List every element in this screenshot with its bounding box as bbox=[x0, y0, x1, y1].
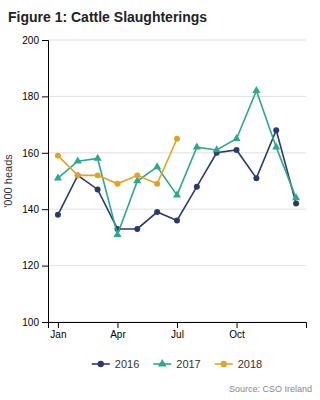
x-axis: Jan Apr Jul Oct bbox=[49, 322, 307, 340]
y-tick-label: 120 bbox=[22, 260, 39, 271]
series-group bbox=[54, 86, 300, 237]
y-tick-mark bbox=[42, 322, 48, 323]
grid-line bbox=[48, 96, 306, 97]
series-marker bbox=[173, 190, 181, 197]
y-axis-line bbox=[42, 41, 49, 323]
y-tick-mark bbox=[42, 153, 48, 154]
x-tick: Apr bbox=[110, 322, 126, 340]
series-marker bbox=[233, 134, 241, 141]
y-tick-mark bbox=[42, 266, 48, 267]
legend-label: 2018 bbox=[238, 358, 262, 370]
series-marker bbox=[193, 143, 201, 150]
legend-label: 2016 bbox=[115, 358, 139, 370]
grid-line bbox=[48, 265, 306, 266]
series-marker bbox=[293, 201, 299, 207]
series-marker bbox=[134, 172, 140, 178]
series-marker bbox=[234, 147, 240, 153]
y-tick-mark bbox=[42, 209, 48, 210]
series-marker bbox=[134, 226, 140, 232]
legend-marker bbox=[221, 361, 227, 367]
series-marker bbox=[292, 193, 300, 200]
x-tick-mark bbox=[117, 322, 118, 328]
x-tick-label: Oct bbox=[229, 329, 245, 340]
series-marker bbox=[273, 127, 279, 133]
x-tick-label: Apr bbox=[110, 329, 126, 340]
series-line bbox=[58, 130, 296, 229]
x-tick-label: Jul bbox=[171, 329, 184, 340]
y-tick: 180 bbox=[22, 91, 48, 102]
series-line bbox=[58, 139, 177, 184]
legend-entry: 2016 bbox=[92, 358, 139, 370]
x-tick-mark bbox=[177, 322, 178, 328]
series-marker bbox=[174, 217, 180, 223]
series-marker bbox=[55, 212, 61, 218]
series-marker bbox=[113, 230, 121, 237]
y-tick-label: 200 bbox=[22, 35, 39, 46]
series-marker bbox=[55, 153, 61, 159]
legend-entry: 2017 bbox=[153, 358, 200, 370]
series-marker bbox=[114, 181, 120, 187]
y-tick-mark bbox=[42, 96, 48, 97]
y-tick-label: 100 bbox=[22, 317, 39, 328]
y-tick: 160 bbox=[22, 148, 48, 159]
series-marker bbox=[75, 172, 81, 178]
y-tick-mark bbox=[42, 40, 48, 41]
legend-entry: 2018 bbox=[215, 358, 262, 370]
y-tick-label: 180 bbox=[22, 91, 39, 102]
legend-label: 2017 bbox=[176, 358, 200, 370]
y-tick-label: 160 bbox=[22, 148, 39, 159]
series-marker bbox=[75, 172, 81, 178]
series-marker bbox=[154, 181, 160, 187]
x-tick: Oct bbox=[229, 322, 245, 340]
series-marker bbox=[153, 162, 161, 169]
source-note: Source: CSO Ireland bbox=[229, 384, 312, 394]
series-marker bbox=[95, 186, 101, 192]
y-tick: 140 bbox=[22, 204, 48, 215]
y-axis-title: '000 heads bbox=[2, 154, 14, 208]
chart: 100 120 140 160 180 200 Jan Apr Jul Oct '000 heads… bbox=[0, 0, 320, 400]
series-marker bbox=[272, 143, 280, 150]
y-axis: 100 120 140 160 180 200 bbox=[22, 35, 48, 328]
series-marker bbox=[252, 86, 260, 93]
x-tick-mark bbox=[58, 322, 59, 328]
x-tick-label: Jan bbox=[50, 329, 66, 340]
y-tick: 200 bbox=[22, 35, 48, 46]
x-tick: Jul bbox=[171, 322, 184, 340]
series-marker bbox=[194, 184, 200, 190]
series-marker bbox=[174, 136, 180, 142]
plot-area: 100 120 140 160 180 200 Jan Apr Jul Oct bbox=[22, 35, 306, 340]
y-tick: 100 bbox=[22, 317, 48, 328]
series-marker bbox=[253, 175, 259, 181]
title: Figure 1: Cattle Slaughterings bbox=[8, 9, 207, 25]
series-marker bbox=[54, 174, 62, 181]
series-marker bbox=[213, 145, 221, 152]
legend: 2016 2017 2018 bbox=[92, 358, 262, 370]
series-line bbox=[58, 91, 296, 235]
x-axis-line bbox=[49, 323, 307, 329]
grid-line bbox=[48, 209, 306, 210]
x-tick: Jan bbox=[50, 322, 66, 340]
series-marker bbox=[95, 172, 101, 178]
series-marker bbox=[154, 209, 160, 215]
y-tick: 120 bbox=[22, 260, 48, 271]
y-tick-label: 140 bbox=[22, 204, 39, 215]
series-marker bbox=[74, 157, 82, 164]
grid-line bbox=[48, 40, 306, 41]
legend-marker bbox=[158, 359, 167, 366]
x-tick-mark bbox=[237, 322, 238, 328]
legend-marker bbox=[98, 361, 104, 367]
grid bbox=[48, 40, 306, 322]
series-marker bbox=[94, 154, 102, 161]
